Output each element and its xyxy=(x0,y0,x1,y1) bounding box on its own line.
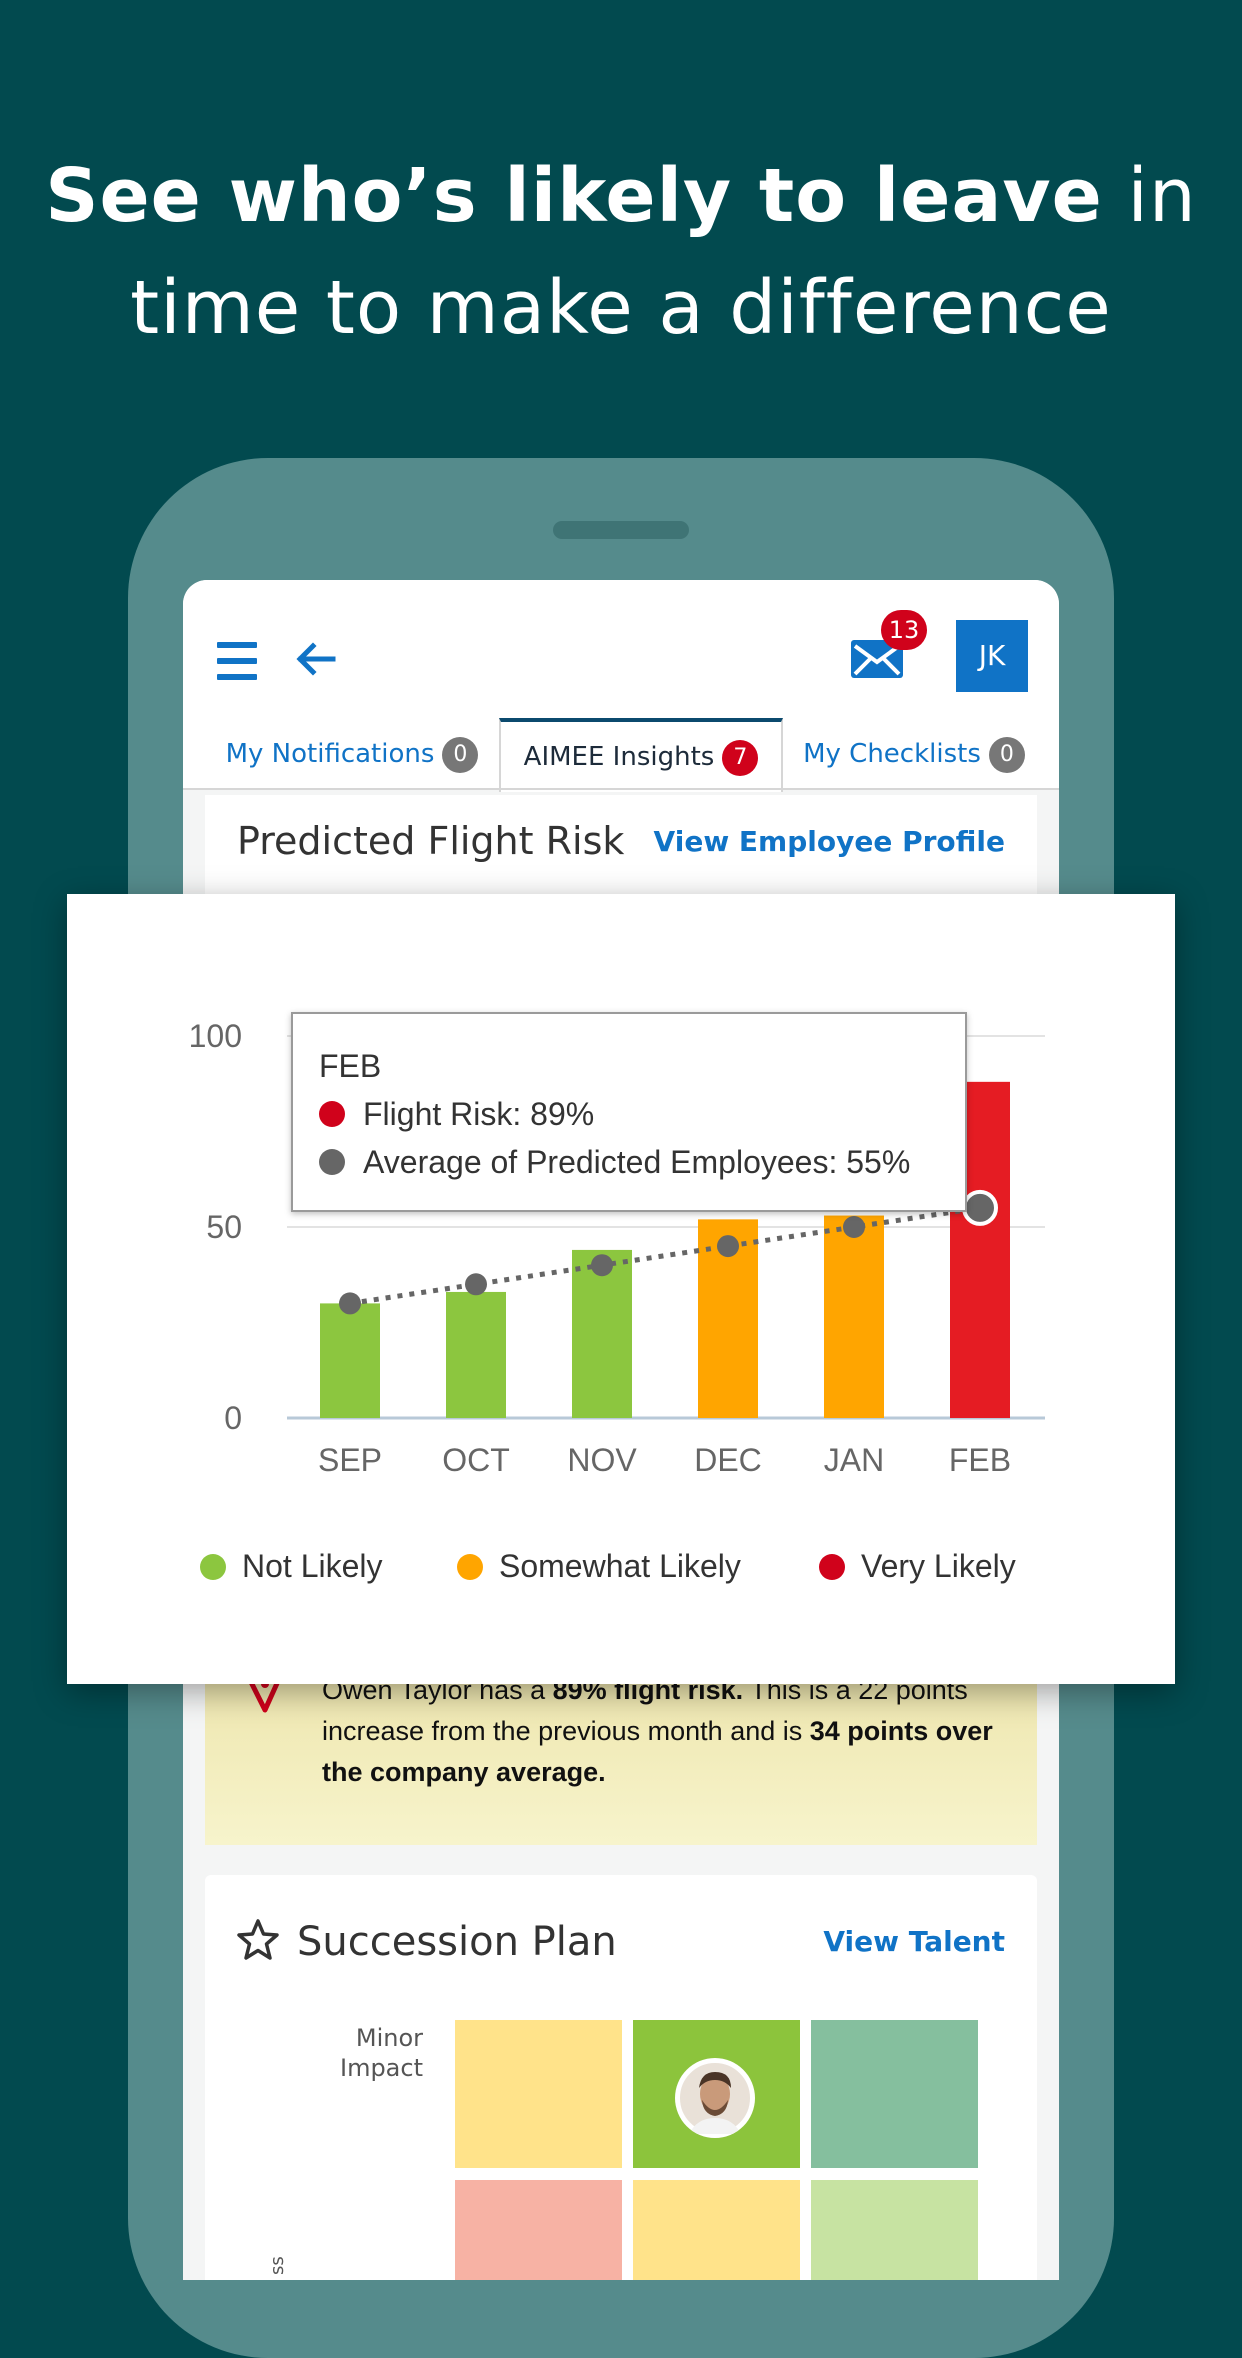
tooltip-label: Flight Risk: 89% xyxy=(363,1096,595,1132)
tab-label: My Notifications xyxy=(225,739,435,769)
tab-count-badge: 0 xyxy=(442,736,479,773)
legend-somewhat-likely[interactable]: Somewhat Likely xyxy=(457,1546,741,1586)
tab-count-badge: 7 xyxy=(722,739,759,776)
tooltip-label: Average of Predicted Employees: 55% xyxy=(363,1144,911,1180)
tab-my-notifications[interactable]: My Notifications 0 xyxy=(203,718,501,790)
bar xyxy=(320,1303,380,1418)
tabs-divider xyxy=(183,788,1059,790)
legend-dot xyxy=(457,1553,483,1580)
y-tick-label: 0 xyxy=(224,1400,242,1436)
tooltip-dot xyxy=(319,1101,345,1128)
flight-risk-chart-card: 0 50 100 SEP OCT NOV DEC JAN FEB FEB Flight Risk… xyxy=(67,894,1175,1684)
x-tick-label: OCT xyxy=(442,1442,510,1478)
grid-cell[interactable] xyxy=(633,2180,800,2280)
star-icon xyxy=(237,1919,279,1960)
top-bar: 13 JK xyxy=(183,580,1059,720)
y-tick-label: 100 xyxy=(189,1018,242,1054)
x-tick-label: FEB xyxy=(949,1442,1011,1478)
tooltip-row-flight-risk: Flight Risk: 89% xyxy=(319,1096,594,1133)
grid-cell[interactable] xyxy=(811,2020,978,2168)
hamburger-menu-icon[interactable] xyxy=(217,642,257,680)
tab-label: AIMEE Insights xyxy=(523,742,715,772)
tooltip-title: FEB xyxy=(319,1048,382,1084)
average-line xyxy=(349,1205,981,1306)
legend-dot xyxy=(819,1553,845,1580)
alert-bold-2: 34 points over the company average. xyxy=(322,1716,993,1787)
card-title: Succession Plan xyxy=(297,1919,617,1965)
tab-count-badge: 0 xyxy=(988,736,1025,773)
legend-very-likely[interactable]: Very Likely xyxy=(819,1546,1016,1586)
phone-speaker xyxy=(553,521,689,539)
grid-cell[interactable] xyxy=(455,2180,622,2280)
alert-message: Owen Taylor has a 89% flight risk. This … xyxy=(322,1670,1002,1793)
employee-avatar[interactable] xyxy=(675,2058,755,2138)
x-tick-label: JAN xyxy=(824,1442,884,1478)
chart-tooltip: FEB Flight Risk: 89% Average of Predicte… xyxy=(291,1012,967,1212)
mail-count-badge: 13 xyxy=(881,610,927,650)
legend-dot xyxy=(200,1553,226,1580)
y-tick-label: 50 xyxy=(206,1209,242,1245)
legend-not-likely[interactable]: Not Likely xyxy=(200,1546,383,1586)
average-point xyxy=(717,1235,739,1258)
headline-bold: See who’s likely to leave xyxy=(45,153,1103,239)
axis-side-label: ss xyxy=(267,2256,288,2275)
user-avatar[interactable]: JK xyxy=(956,620,1028,692)
flight-risk-chart: 0 50 100 SEP OCT NOV DEC JAN FEB xyxy=(189,1018,1045,1478)
average-point xyxy=(591,1254,613,1277)
x-tick-label: NOV xyxy=(567,1442,637,1478)
bar xyxy=(446,1291,506,1418)
back-arrow-icon[interactable] xyxy=(293,636,339,682)
bar xyxy=(824,1215,884,1418)
view-employee-profile-link[interactable]: View Employee Profile xyxy=(653,825,1005,858)
tooltip-dot xyxy=(319,1149,345,1176)
average-point xyxy=(339,1292,361,1315)
card-title: Predicted Flight Risk xyxy=(237,819,625,863)
average-point xyxy=(843,1216,865,1238)
legend-label: Somewhat Likely xyxy=(499,1548,741,1584)
headline-rest: in xyxy=(1102,153,1197,239)
tab-bar: My Notifications 0 AIMEE Insights 7 My Che… xyxy=(183,718,1059,792)
view-talent-link[interactable]: View Talent xyxy=(823,1925,1005,1958)
row-label-minor-impact: Minor Impact xyxy=(339,2024,423,2082)
tooltip-row-average: Average of Predicted Employees: 55% xyxy=(319,1144,910,1181)
average-point xyxy=(465,1273,487,1296)
headline-line2: time to make a difference xyxy=(130,265,1112,351)
mail-icon[interactable] xyxy=(851,640,903,678)
succession-plan-card: Succession Plan View Talent Minor Impact… xyxy=(205,1875,1037,2280)
tab-aimee-insights[interactable]: AIMEE Insights 7 xyxy=(499,718,783,792)
legend-label: Not Likely xyxy=(242,1548,383,1584)
x-tick-label: SEP xyxy=(318,1442,382,1478)
legend-label: Very Likely xyxy=(861,1548,1016,1584)
x-tick-label: DEC xyxy=(694,1442,762,1478)
grid-cell[interactable] xyxy=(455,2020,622,2168)
tab-label: My Checklists xyxy=(803,739,981,769)
grid-cell[interactable] xyxy=(811,2180,978,2280)
headline: See who’s likely to leave in time to mak… xyxy=(0,140,1242,364)
tab-my-checklists[interactable]: My Checklists 0 xyxy=(783,718,1045,790)
average-point xyxy=(962,1189,998,1226)
bar xyxy=(572,1249,632,1418)
